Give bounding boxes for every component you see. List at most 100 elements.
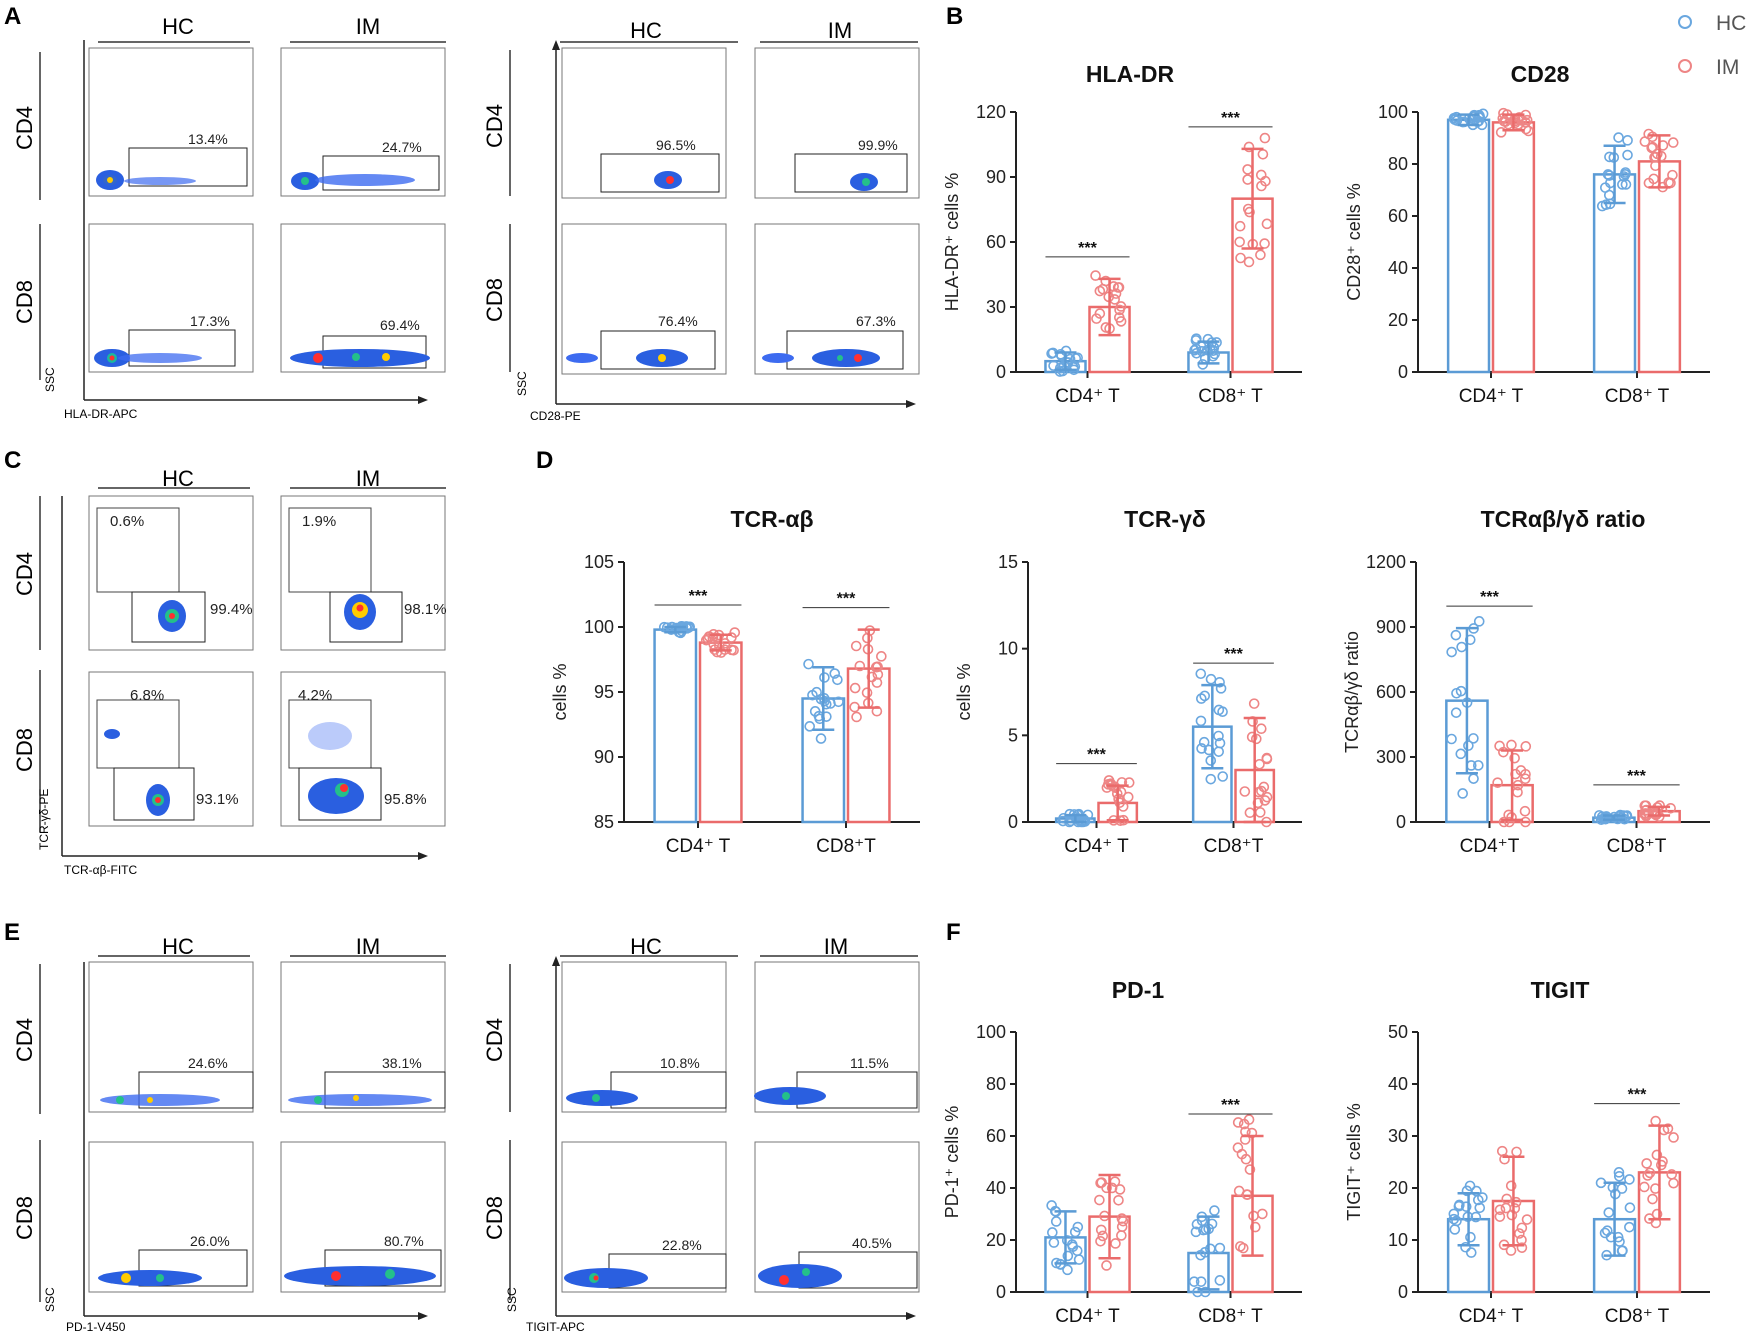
gate-percent: 6.8%	[130, 687, 164, 704]
y-tick-label: 900	[1376, 617, 1406, 637]
significance-label: ***	[1628, 1087, 1647, 1104]
data-point	[1448, 1213, 1460, 1225]
panel-letter-e: E	[4, 919, 20, 946]
legend-im-marker	[1678, 59, 1692, 73]
data-point	[1094, 285, 1106, 297]
y-axis-label: PD-1⁺ cells %	[942, 1106, 962, 1219]
data-point	[1113, 1194, 1124, 1206]
x-axis-label: TIGIT-APC	[526, 1320, 585, 1331]
data-point	[1498, 816, 1510, 828]
cell-population	[104, 594, 376, 816]
row-label-cd8: CD8	[12, 280, 37, 324]
data-point	[870, 661, 882, 673]
row-label-cd8: CD8	[482, 1196, 507, 1240]
significance-label: ***	[1087, 747, 1106, 764]
y-tick-label: 40	[1388, 1074, 1408, 1094]
data-point	[1259, 795, 1271, 806]
data-point	[1106, 1182, 1118, 1194]
data-point	[1642, 1170, 1653, 1181]
gate	[128, 329, 236, 367]
row-label-cd4: CD4	[482, 1018, 507, 1062]
data-point	[1243, 256, 1255, 268]
data-point	[1214, 1275, 1226, 1286]
cell-population	[94, 170, 430, 367]
gate-percent: 26.0%	[190, 1233, 230, 1249]
group-label-im: IM	[356, 466, 380, 491]
gate-percent: 98.1%	[404, 601, 447, 618]
data-point	[1195, 1249, 1206, 1261]
data-point	[1257, 1208, 1268, 1220]
data-point	[1254, 807, 1266, 818]
data-point	[1110, 782, 1121, 794]
data-point	[1511, 1146, 1522, 1158]
data-point	[1198, 736, 1210, 748]
data-point	[1116, 1230, 1127, 1241]
data-point	[1113, 282, 1125, 293]
data-point	[1234, 220, 1246, 232]
gate-percent: 22.8%	[662, 1237, 702, 1253]
data-point	[849, 682, 861, 694]
y-tick-label: 85	[594, 812, 614, 832]
x-axis-label: HLA-DR-APC	[64, 407, 138, 421]
data-point	[1506, 1209, 1518, 1221]
y-tick-label: 600	[1376, 682, 1406, 702]
data-point	[1448, 1208, 1460, 1220]
data-point	[803, 658, 814, 670]
data-point	[1255, 169, 1267, 181]
data-point	[1048, 360, 1059, 372]
data-point	[851, 711, 862, 723]
y-axis-label: CD28⁺ cells %	[1344, 183, 1364, 301]
flow-plot-hc-cd8	[561, 1141, 727, 1293]
y-axis-label: TCR-γδ-PE	[37, 789, 51, 850]
data-point	[1072, 1221, 1084, 1233]
y-tick-label: 10	[998, 639, 1018, 659]
y-tick-label: 30	[1388, 1126, 1408, 1146]
data-point	[1069, 1226, 1081, 1238]
data-point	[1639, 136, 1651, 147]
y-tick-label: 120	[976, 102, 1006, 122]
data-point	[1641, 1158, 1652, 1169]
data-point	[1512, 779, 1524, 791]
data-point	[1261, 218, 1273, 230]
y-tick-label: 60	[986, 1126, 1006, 1146]
data-point	[1514, 1228, 1525, 1239]
row-label-cd4: CD4	[482, 104, 507, 148]
data-point	[1622, 135, 1633, 146]
data-point	[1214, 737, 1226, 749]
gate	[786, 330, 904, 370]
data-point	[1460, 1201, 1472, 1212]
chart-title: TCRαβ/γδ ratio	[1481, 506, 1646, 532]
data-point	[1205, 1243, 1216, 1255]
data-point	[1624, 1221, 1635, 1233]
data-point	[1214, 676, 1225, 688]
data-point	[815, 733, 827, 744]
x-tick-label: CD4⁺ T	[1055, 1306, 1120, 1327]
cell-population	[98, 1094, 436, 1286]
gate-percent: 67.3%	[856, 313, 896, 329]
x-tick-label: CD8⁺ T	[1605, 386, 1670, 407]
data-point	[1665, 177, 1676, 189]
data-point	[1647, 141, 1658, 153]
chart-cd28: CD28 CD28⁺ cells % 0 20 40 60 80 100 CD4⁺ T CD8⁺ …	[1344, 61, 1710, 407]
x-tick-label: CD8⁺ T	[1605, 1306, 1670, 1327]
significance-label: ***	[1078, 240, 1097, 257]
significance-label: ***	[1627, 768, 1646, 785]
flow-plot-hc-cd4	[88, 961, 254, 1113]
data-point	[1464, 1180, 1476, 1192]
y-tick-label: 0	[996, 1282, 1006, 1302]
chart-title: TIGIT	[1531, 977, 1590, 1003]
data-point	[1665, 802, 1676, 814]
data-point	[1655, 150, 1667, 162]
flow-plot-hc-cd8	[88, 223, 254, 373]
y-tick-label: 95	[594, 682, 614, 702]
gate-percent: 17.3%	[190, 313, 230, 329]
chart-pd-1: PD-1 PD-1⁺ cells % 0 20 40 60 80 100 CD4⁺ T CD8⁺ …	[942, 977, 1302, 1327]
x-tick-label: CD8⁺T	[1607, 836, 1667, 857]
data-point	[1624, 1174, 1635, 1185]
gate	[610, 1071, 727, 1109]
data-point	[1473, 112, 1485, 123]
data-point	[829, 668, 841, 679]
legend-hc-marker	[1678, 15, 1692, 29]
data-point	[1647, 1193, 1658, 1205]
data-point	[1446, 733, 1457, 745]
